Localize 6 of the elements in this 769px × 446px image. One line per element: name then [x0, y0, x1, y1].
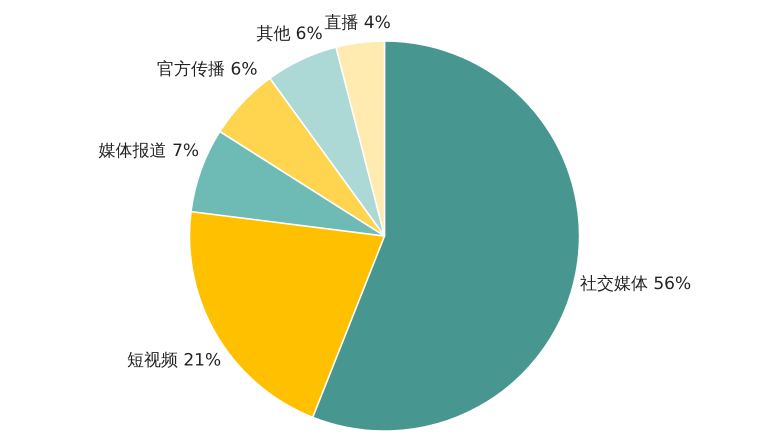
slice-label: 短视频 21% — [126, 350, 222, 370]
slice-label: 官方传播 6% — [157, 60, 258, 80]
slice-label: 媒体报道 7% — [98, 141, 200, 162]
slice-label: 其他 6% — [256, 24, 323, 44]
slice-label: 社交媒体 56% — [580, 274, 692, 294]
slice-label: 直播 4% — [324, 12, 391, 33]
